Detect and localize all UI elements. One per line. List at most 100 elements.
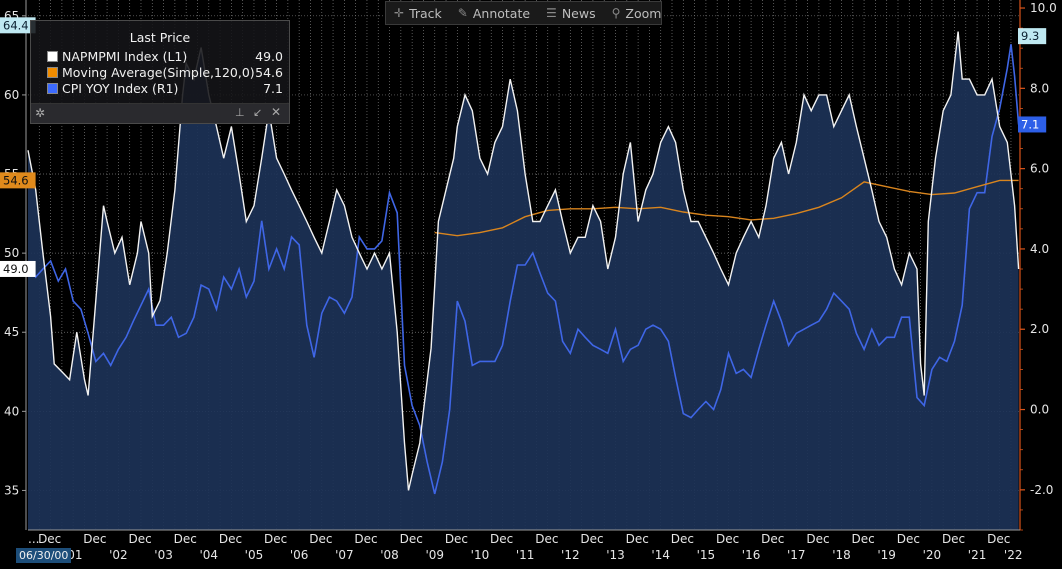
x-tick-label: Dec: [128, 532, 151, 546]
news-label: News: [561, 5, 596, 21]
legend-label-ma: Moving Average(Simple,120,0): [62, 65, 255, 80]
right-tick-label: 0.0: [1030, 403, 1049, 417]
right-tick-label: 10.0: [1030, 1, 1057, 15]
x-tick-label: '05: [245, 548, 264, 562]
legend-item-cpi[interactable]: CPI YOY Index (R1) 7.1: [47, 81, 283, 96]
legend-value-napm: 49.0: [255, 49, 283, 64]
annotate-label: Annotate: [472, 5, 531, 21]
x-tick-label: '16: [742, 548, 761, 562]
x-tick-label: Dec: [626, 532, 649, 546]
napm-swatch: [47, 51, 58, 62]
legend-label-napm: NAPMPMI Index (L1): [62, 49, 188, 64]
right-value-badge-bg: [1018, 28, 1047, 45]
legend-value-ma: 54.6: [255, 65, 283, 80]
close-icon[interactable]: ✕: [271, 105, 282, 119]
left-value-badge: 49.0: [3, 262, 29, 276]
right-tick-label: 2.0: [1030, 322, 1049, 336]
x-tick-label: Dec: [671, 532, 694, 546]
right-axis: -2.0 0.0 2.0 4.0 6.0 8.0 10.0: [1019, 0, 1057, 531]
x-tick-label: '04: [199, 548, 218, 562]
settings-gear-icon[interactable]: ✲: [35, 106, 46, 120]
start-date-badge: 06/30/00: [16, 548, 72, 563]
collapse-icon[interactable]: ↙: [253, 106, 263, 119]
x-tick-label: '14: [651, 548, 670, 562]
x-tick-label: Dec: [309, 532, 332, 546]
x-tick-label: Dec: [490, 532, 513, 546]
news-button[interactable]: ☰ News: [538, 2, 604, 24]
x-tick-label: '08: [380, 548, 399, 562]
x-tick-label: Dec: [535, 532, 558, 546]
x-tick-label: Dec: [942, 532, 965, 546]
x-tick-label: '22: [1004, 548, 1023, 562]
x-tick-label: '13: [606, 548, 625, 562]
x-tick-label: '20: [923, 548, 942, 562]
x-tick-label: '17: [787, 548, 806, 562]
x-tick-label: '15: [697, 548, 716, 562]
x-tick-label: '07: [335, 548, 354, 562]
track-button[interactable]: ✛ Track: [386, 2, 450, 24]
left-value-badge-bg: [0, 17, 36, 34]
right-tick-label: -2.0: [1030, 483, 1053, 497]
x-tick-label: Dec: [445, 532, 468, 546]
x-tick-label: '19: [877, 548, 896, 562]
left-value-badge-bg: [0, 260, 36, 277]
right-tick-label: 6.0: [1030, 162, 1049, 176]
x-tick-label: Dec: [219, 532, 242, 546]
right-tick-label: 8.0: [1030, 81, 1049, 95]
x-tick-label: Dec: [716, 532, 739, 546]
zoom-label: Zoom: [625, 5, 662, 21]
news-icon: ☰: [546, 6, 557, 20]
x-tick-label: '21: [968, 548, 987, 562]
x-tick-label: Dec: [897, 532, 920, 546]
legend-item-ma[interactable]: Moving Average(Simple,120,0) 54.6: [47, 65, 283, 80]
x-tick-label: Dec: [38, 532, 61, 546]
left-tick-label: 35: [4, 483, 19, 497]
right-tick-label: 4.0: [1030, 242, 1049, 256]
annotate-button[interactable]: ✎ Annotate: [450, 2, 538, 24]
zoom-button[interactable]: ⚲ Zoom: [604, 2, 670, 24]
x-tick-label: Dec: [83, 532, 106, 546]
left-tick-label: 50: [4, 246, 19, 260]
chart-toolbar: ✛ Track ✎ Annotate ☰ News ⚲ Zoom: [385, 1, 662, 25]
crosshair-icon: ✛: [394, 6, 405, 20]
x-tick-label: Dec: [852, 532, 875, 546]
legend-title: Last Price: [129, 30, 191, 45]
x-tick-label: '10: [471, 548, 490, 562]
x-tick-label: Dec: [987, 532, 1010, 546]
x-tick-label: '09: [425, 548, 444, 562]
magnifier-icon: ⚲: [611, 6, 621, 20]
legend-panel[interactable]: Last Price NAPMPMI Index (L1) 49.0 Movin…: [30, 20, 290, 124]
x-axis: Dec'01Dec'02Dec'03Dec'04Dec'05Dec'06Dec'…: [28, 529, 1023, 562]
x-tick-label: '02: [109, 548, 128, 562]
legend-value-cpi: 7.1: [263, 81, 283, 96]
right-value-badge: 7.1: [1021, 117, 1039, 131]
x-tick-label: Dec: [354, 532, 377, 546]
x-tick-label: Dec: [806, 532, 829, 546]
x-tick-label: '03: [154, 548, 173, 562]
left-tick-label: 60: [4, 88, 19, 102]
x-tick-label: Dec: [400, 532, 423, 546]
right-value-badge: 9.3: [1021, 29, 1039, 43]
left-tick-label: 45: [4, 325, 19, 339]
pin-icon[interactable]: ⊥: [235, 106, 245, 119]
x-tick-label: '12: [561, 548, 580, 562]
moving-average-line: [434, 179, 1019, 237]
cpi-line: [27, 44, 1020, 495]
ma-swatch: [47, 67, 58, 78]
value-badges: 64.454.649.09.37.1: [0, 17, 1047, 277]
left-value-badge: 54.6: [3, 173, 29, 187]
legend-toolbar: ✲ ⊥ ↙ ✕: [31, 103, 289, 123]
track-label: Track: [409, 5, 442, 21]
cpi-swatch: [47, 83, 58, 94]
x-tick-label: '11: [516, 548, 535, 562]
left-value-badge-bg: [0, 172, 36, 189]
x-tick-label: '18: [832, 548, 851, 562]
legend-label-cpi: CPI YOY Index (R1): [62, 81, 179, 96]
legend-item-napm[interactable]: NAPMPMI Index (L1) 49.0: [47, 49, 283, 64]
left-tick-label: 40: [4, 404, 19, 418]
x-tick-label: '06: [290, 548, 309, 562]
left-axis: 35404550556065: [4, 0, 27, 530]
x-tick-label: Dec: [761, 532, 784, 546]
left-value-badge: 64.4: [3, 18, 29, 32]
